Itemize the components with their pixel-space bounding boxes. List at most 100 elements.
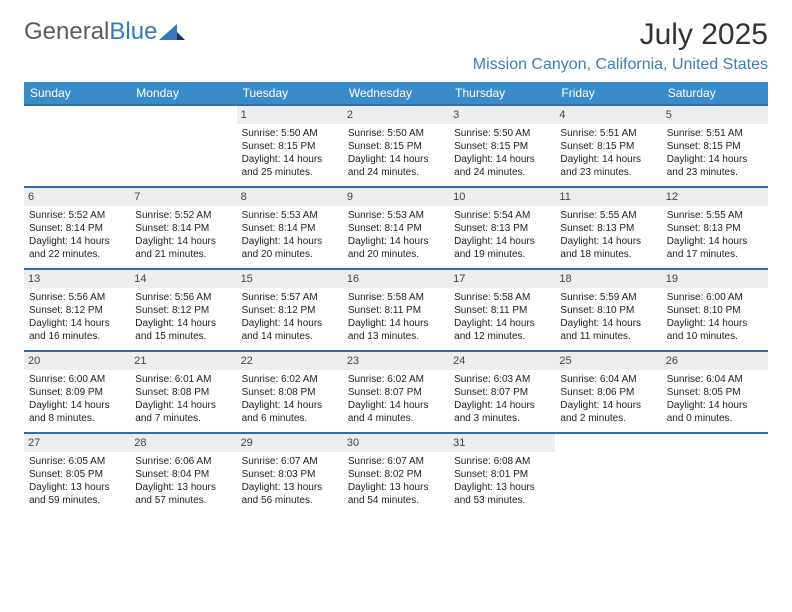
daylight-text: Daylight: 14 hours and 10 minutes. [667, 317, 763, 343]
sunset-text: Sunset: 8:10 PM [560, 304, 656, 317]
daylight-text: Daylight: 14 hours and 20 minutes. [348, 235, 444, 261]
day-number: 20 [24, 352, 130, 370]
day-number: 31 [449, 434, 555, 452]
sunset-text: Sunset: 8:15 PM [454, 140, 550, 153]
day-number: 22 [237, 352, 343, 370]
brand-triangle-icon [159, 22, 185, 42]
sunrise-text: Sunrise: 6:01 AM [135, 373, 231, 386]
sunset-text: Sunset: 8:13 PM [560, 222, 656, 235]
day-number: 23 [343, 352, 449, 370]
day-number: 28 [130, 434, 236, 452]
day-cell: 3 Sunrise: 5:50 AMSunset: 8:15 PMDaylight… [449, 106, 555, 186]
day-cell: 20Sunrise: 6:00 AMSunset: 8:09 PMDayligh… [24, 352, 130, 432]
daylight-text: Daylight: 14 hours and 23 minutes. [560, 153, 656, 179]
sunrise-text: Sunrise: 5:55 AM [667, 209, 763, 222]
day-number: 3 [449, 106, 555, 124]
daylight-text: Daylight: 14 hours and 23 minutes. [667, 153, 763, 179]
week-row: 6Sunrise: 5:52 AMSunset: 8:14 PMDaylight… [24, 186, 768, 268]
sunset-text: Sunset: 8:06 PM [560, 386, 656, 399]
sunrise-text: Sunrise: 5:56 AM [135, 291, 231, 304]
location-text: Mission Canyon, California, United State… [473, 56, 768, 74]
day-cell [24, 106, 130, 186]
sunset-text: Sunset: 8:12 PM [29, 304, 125, 317]
day-cell [662, 434, 768, 514]
day-cell: 11Sunrise: 5:55 AMSunset: 8:13 PMDayligh… [555, 188, 661, 268]
sunrise-text: Sunrise: 5:54 AM [454, 209, 550, 222]
day-number: 24 [449, 352, 555, 370]
day-cell: 31Sunrise: 6:08 AMSunset: 8:01 PMDayligh… [449, 434, 555, 514]
sunset-text: Sunset: 8:11 PM [348, 304, 444, 317]
day-number: 25 [555, 352, 661, 370]
sunset-text: Sunset: 8:09 PM [29, 386, 125, 399]
daylight-text: Daylight: 13 hours and 59 minutes. [29, 481, 125, 507]
sunrise-text: Sunrise: 5:58 AM [348, 291, 444, 304]
sunrise-text: Sunrise: 5:53 AM [348, 209, 444, 222]
daylight-text: Daylight: 14 hours and 15 minutes. [135, 317, 231, 343]
day-number: 18 [555, 270, 661, 288]
sunrise-text: Sunrise: 5:50 AM [454, 127, 550, 140]
day-cell: 26Sunrise: 6:04 AMSunset: 8:05 PMDayligh… [662, 352, 768, 432]
daylight-text: Daylight: 14 hours and 18 minutes. [560, 235, 656, 261]
weekday-header: Thursday [449, 82, 555, 104]
sunrise-text: Sunrise: 6:07 AM [242, 455, 338, 468]
day-cell: 29Sunrise: 6:07 AMSunset: 8:03 PMDayligh… [237, 434, 343, 514]
sunrise-text: Sunrise: 6:07 AM [348, 455, 444, 468]
sunset-text: Sunset: 8:14 PM [135, 222, 231, 235]
calendar: Sunday Monday Tuesday Wednesday Thursday… [24, 82, 768, 514]
sunset-text: Sunset: 8:05 PM [667, 386, 763, 399]
daylight-text: Daylight: 14 hours and 24 minutes. [454, 153, 550, 179]
day-number: 30 [343, 434, 449, 452]
weekday-header: Monday [130, 82, 236, 104]
daylight-text: Daylight: 14 hours and 4 minutes. [348, 399, 444, 425]
day-number: 11 [555, 188, 661, 206]
day-number: 13 [24, 270, 130, 288]
sunrise-text: Sunrise: 5:52 AM [29, 209, 125, 222]
sunrise-text: Sunrise: 6:02 AM [348, 373, 444, 386]
day-cell: 18Sunrise: 5:59 AMSunset: 8:10 PMDayligh… [555, 270, 661, 350]
sunrise-text: Sunrise: 6:04 AM [560, 373, 656, 386]
sunrise-text: Sunrise: 6:08 AM [454, 455, 550, 468]
sunrise-text: Sunrise: 6:04 AM [667, 373, 763, 386]
week-row: 20Sunrise: 6:00 AMSunset: 8:09 PMDayligh… [24, 350, 768, 432]
daylight-text: Daylight: 14 hours and 17 minutes. [667, 235, 763, 261]
day-cell: 10Sunrise: 5:54 AMSunset: 8:13 PMDayligh… [449, 188, 555, 268]
daylight-text: Daylight: 14 hours and 25 minutes. [242, 153, 338, 179]
day-cell: 1Sunrise: 5:50 AMSunset: 8:15 PMDaylight… [237, 106, 343, 186]
day-number: 9 [343, 188, 449, 206]
sunset-text: Sunset: 8:08 PM [242, 386, 338, 399]
daylight-text: Daylight: 13 hours and 56 minutes. [242, 481, 338, 507]
sunset-text: Sunset: 8:04 PM [135, 468, 231, 481]
day-cell: 27Sunrise: 6:05 AMSunset: 8:05 PMDayligh… [24, 434, 130, 514]
day-cell: 4Sunrise: 5:51 AMSunset: 8:15 PMDaylight… [555, 106, 661, 186]
day-cell: 15Sunrise: 5:57 AMSunset: 8:12 PMDayligh… [237, 270, 343, 350]
day-number: 14 [130, 270, 236, 288]
daylight-text: Daylight: 14 hours and 2 minutes. [560, 399, 656, 425]
day-cell: 24Sunrise: 6:03 AMSunset: 8:07 PMDayligh… [449, 352, 555, 432]
sunset-text: Sunset: 8:15 PM [348, 140, 444, 153]
day-number: 26 [662, 352, 768, 370]
day-cell: 8Sunrise: 5:53 AMSunset: 8:14 PMDaylight… [237, 188, 343, 268]
day-number: 1 [237, 106, 343, 124]
week-row: 27Sunrise: 6:05 AMSunset: 8:05 PMDayligh… [24, 432, 768, 514]
day-number: 27 [24, 434, 130, 452]
sunrise-text: Sunrise: 6:02 AM [242, 373, 338, 386]
day-cell: 30Sunrise: 6:07 AMSunset: 8:02 PMDayligh… [343, 434, 449, 514]
day-cell: 7Sunrise: 5:52 AMSunset: 8:14 PMDaylight… [130, 188, 236, 268]
daylight-text: Daylight: 14 hours and 11 minutes. [560, 317, 656, 343]
day-number: 17 [449, 270, 555, 288]
month-title: July 2025 [473, 18, 768, 52]
daylight-text: Daylight: 14 hours and 8 minutes. [29, 399, 125, 425]
daylight-text: Daylight: 14 hours and 16 minutes. [29, 317, 125, 343]
day-cell [130, 106, 236, 186]
day-cell [555, 434, 661, 514]
weekday-header-row: Sunday Monday Tuesday Wednesday Thursday… [24, 82, 768, 104]
week-row: 1Sunrise: 5:50 AMSunset: 8:15 PMDaylight… [24, 104, 768, 186]
day-cell: 9Sunrise: 5:53 AMSunset: 8:14 PMDaylight… [343, 188, 449, 268]
weekday-header: Wednesday [343, 82, 449, 104]
sunrise-text: Sunrise: 5:57 AM [242, 291, 338, 304]
daylight-text: Daylight: 14 hours and 12 minutes. [454, 317, 550, 343]
sunrise-text: Sunrise: 5:52 AM [135, 209, 231, 222]
sunset-text: Sunset: 8:14 PM [242, 222, 338, 235]
daylight-text: Daylight: 13 hours and 53 minutes. [454, 481, 550, 507]
day-cell: 16Sunrise: 5:58 AMSunset: 8:11 PMDayligh… [343, 270, 449, 350]
